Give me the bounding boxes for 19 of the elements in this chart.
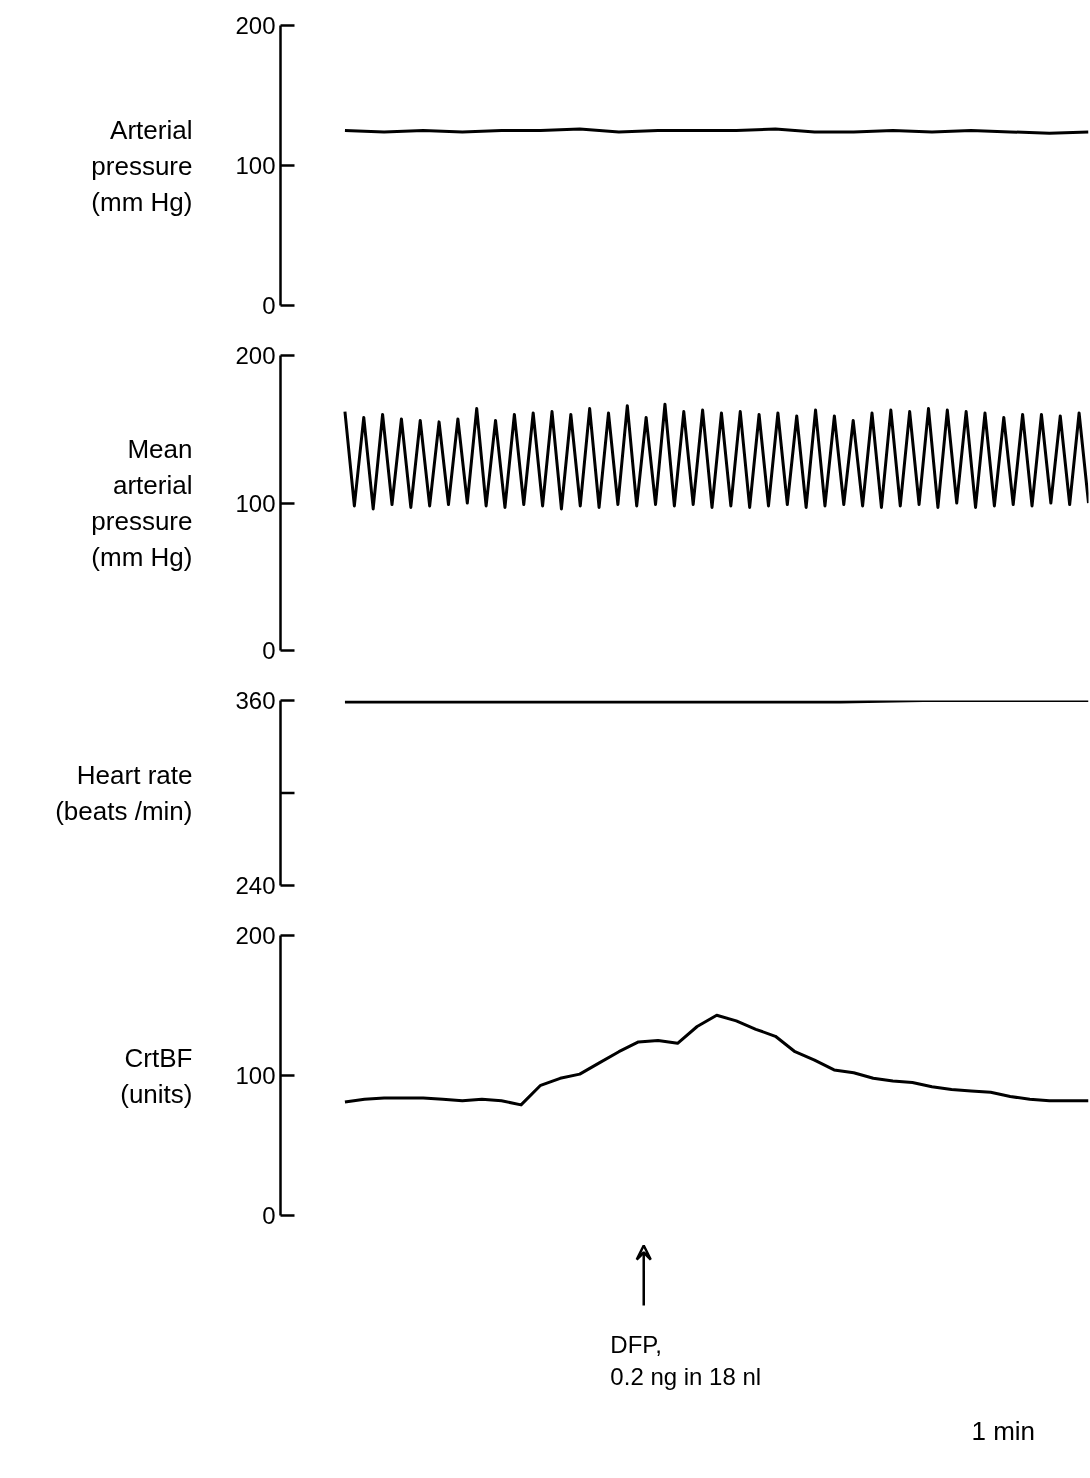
text: DFP, 0.2 ng in 18 nl	[610, 1331, 762, 1391]
y-tick-label: 0	[262, 637, 276, 664]
y-tick-label: 100	[235, 489, 276, 517]
y-tick-label: 100	[235, 1062, 276, 1089]
y-tick-label: 100	[235, 152, 276, 179]
y-tick-label: 200	[235, 12, 276, 39]
y-axis-title: Arterial pressure (mm Hg)	[91, 114, 193, 217]
y-tick-label: 240	[235, 872, 276, 899]
y-tick-label: 200	[235, 922, 276, 949]
text: 1 min	[971, 1415, 1036, 1446]
y-tick-label: 200	[235, 342, 276, 369]
line-series	[343, 402, 1089, 511]
y-axis-title: Mean arterial pressure (mm Hg)	[91, 434, 193, 572]
line-series	[343, 1013, 1089, 1107]
y-axis-title: CrtBF (units)	[120, 1042, 193, 1109]
y-axis-title: Heart rate (beats /min)	[55, 760, 193, 826]
y-tick-label: 0	[262, 1202, 276, 1229]
y-tick-label: 0	[262, 292, 276, 319]
y-tick-label: 360	[235, 687, 276, 714]
